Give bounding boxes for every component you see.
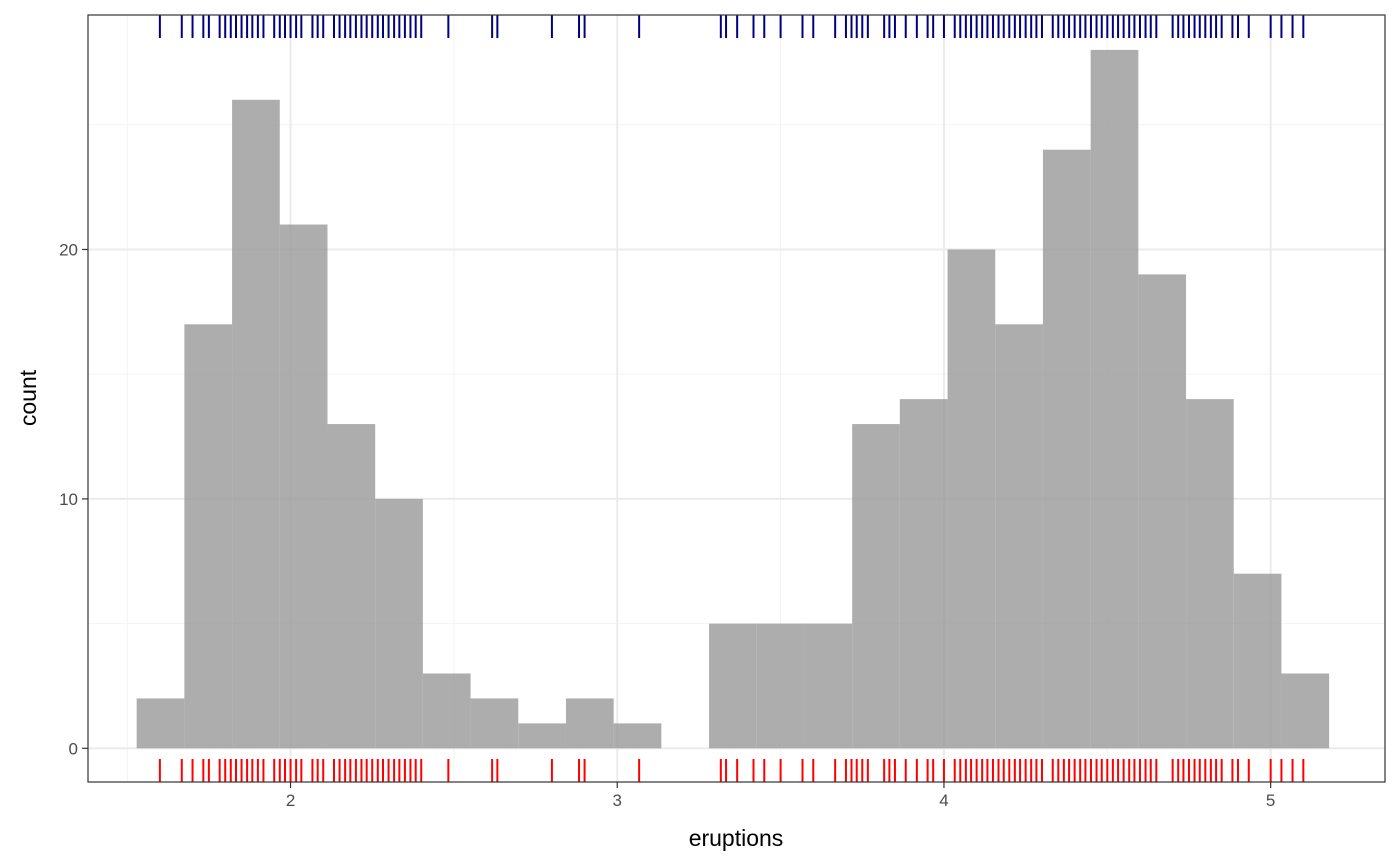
y-axis-title: count [15, 369, 41, 426]
histogram-bar [470, 698, 519, 749]
histogram-bar [852, 424, 900, 749]
x-axis-title: eruptions [689, 825, 784, 851]
histogram-bar [709, 623, 757, 749]
histogram-bar [565, 698, 614, 749]
y-tick-label: 20 [59, 240, 78, 259]
panel-border [87, 14, 1386, 783]
x-tick-label: 3 [613, 791, 622, 810]
x-tick-label: 5 [1266, 791, 1275, 810]
y-tick-label: 10 [59, 490, 78, 509]
y-tick-label: 0 [69, 739, 78, 758]
histogram-bar [804, 623, 853, 749]
histogram-bar [756, 623, 805, 749]
histogram-bar [613, 723, 662, 749]
histogram-bar [899, 399, 948, 749]
rug-top [158, 15, 1305, 39]
histogram-bar [1233, 573, 1282, 749]
histogram-bar [1042, 149, 1091, 749]
histogram-bar [375, 498, 423, 749]
histogram-bar [1138, 274, 1187, 749]
histogram-bar [1186, 399, 1234, 749]
histogram-bar [947, 249, 996, 749]
histogram-bar [136, 698, 185, 749]
histogram-bar [422, 673, 471, 749]
histogram-bar [518, 723, 566, 749]
x-axis-ticks: 2 3 4 5 [286, 782, 1275, 810]
x-tick-label: 4 [939, 791, 948, 810]
histogram-bar [184, 324, 233, 749]
y-axis-ticks: 0 10 20 [59, 240, 88, 758]
histogram-bar [1281, 673, 1330, 749]
histogram-bar [279, 224, 328, 749]
histogram-bar [327, 424, 376, 749]
histogram-bar [995, 324, 1043, 749]
histogram-bar [232, 99, 280, 749]
x-tick-label: 2 [286, 791, 295, 810]
histogram-bars [136, 49, 1330, 749]
histogram-bar [1090, 49, 1139, 749]
rug-bottom [158, 758, 1305, 782]
